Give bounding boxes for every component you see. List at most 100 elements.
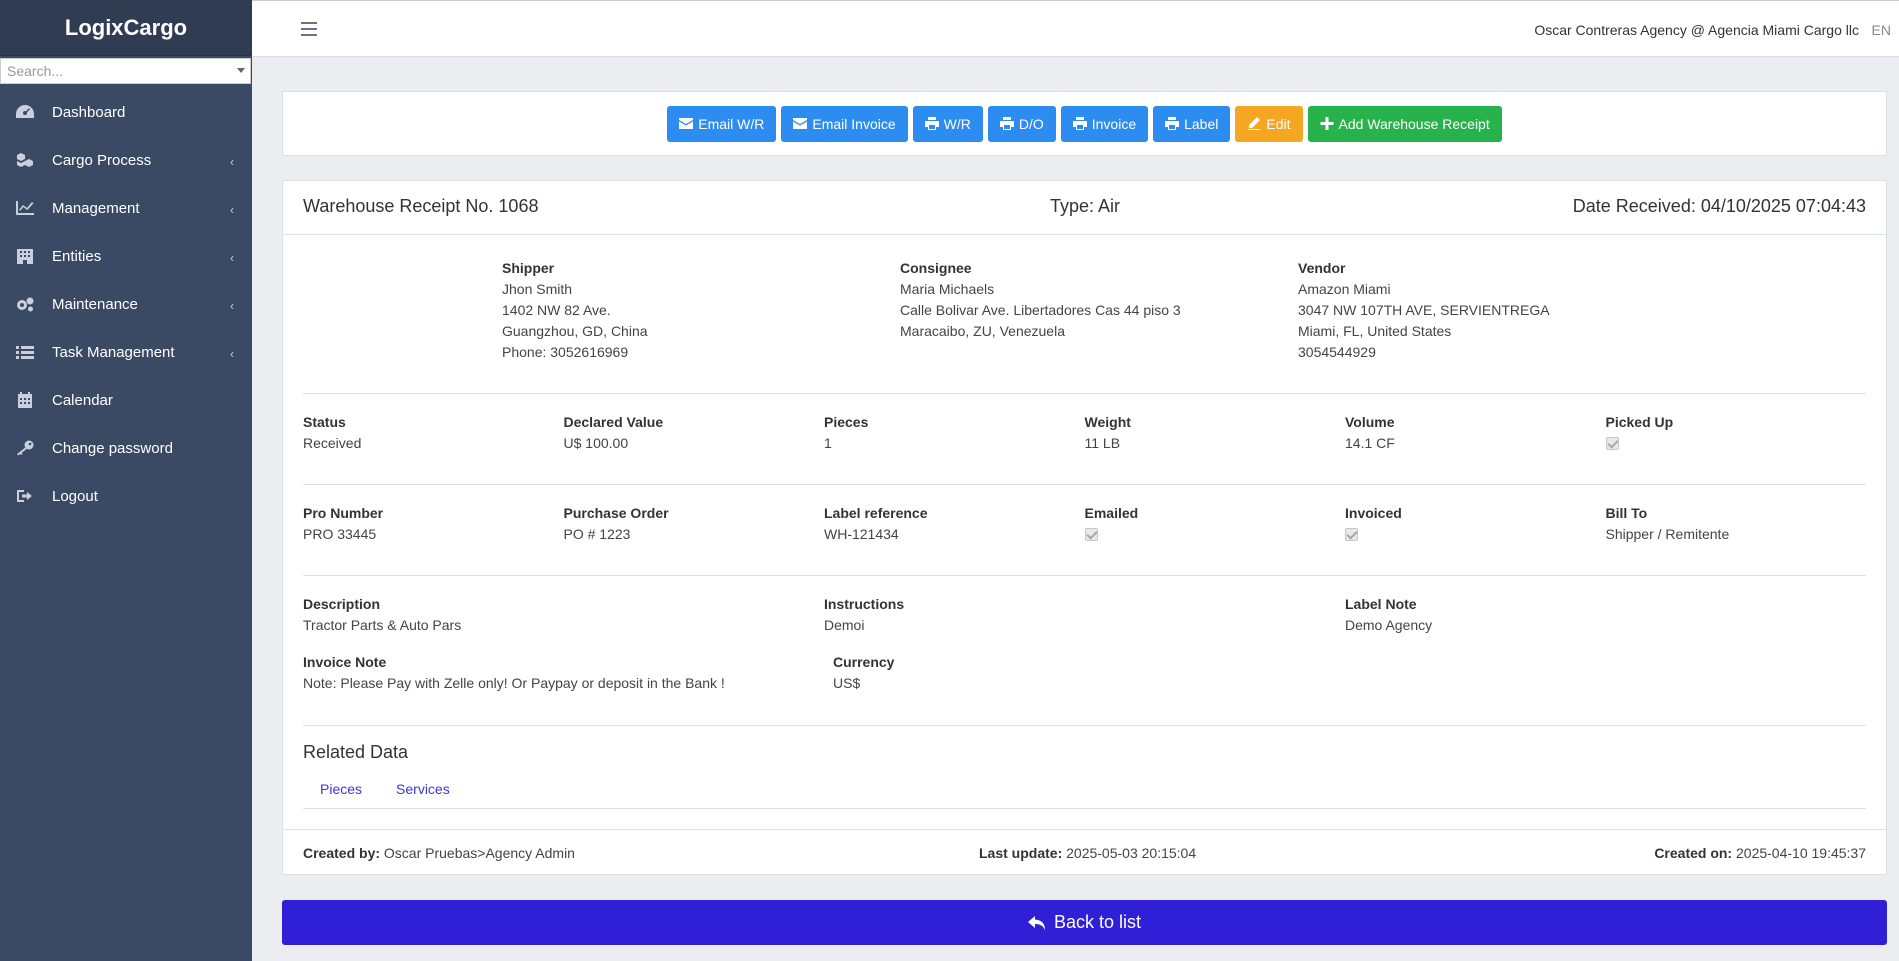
declared-value: U$ 100.00	[563, 435, 629, 451]
print-do-button[interactable]: D/O	[987, 105, 1056, 142]
action-toolbar: Email W/R Email Invoice W/R D/O Invoice …	[282, 91, 1887, 156]
label-note-field: Label Note Demo Agency	[1345, 594, 1866, 636]
related-data-title: Related Data	[303, 742, 409, 762]
invoiced-field: Invoiced	[1345, 503, 1606, 575]
declared-value-label: Declared Value	[563, 414, 664, 430]
emailed-checkbox	[1084, 528, 1098, 541]
bill-to-label: Bill To	[1605, 505, 1648, 521]
sidebar-item-label: Change password	[52, 439, 173, 457]
weight-value: 11 LB	[1084, 435, 1121, 451]
print-icon	[1165, 117, 1180, 130]
brand-logo[interactable]: LogixCargo	[0, 0, 252, 56]
created-on-label: Created on:	[1654, 845, 1733, 861]
consignee-label: Consignee	[900, 260, 972, 276]
chevron-left-icon: ‹	[230, 251, 234, 265]
instructions-label: Instructions	[824, 596, 905, 612]
parties-section: Shipper Jhon Smith 1402 NW 82 Ave. Guang…	[303, 235, 1866, 394]
weight-label: Weight	[1084, 414, 1131, 430]
declared-value-field: Declared Value U$ 100.00	[564, 412, 825, 484]
vendor-city: Miami, FL, United States	[1298, 323, 1452, 339]
add-warehouse-receipt-button[interactable]: Add Warehouse Receipt	[1307, 105, 1502, 142]
edit-button[interactable]: Edit	[1235, 105, 1303, 142]
created-on: Created on: 2025-04-10 19:45:37	[1654, 845, 1866, 861]
sidebar-item-maintenance[interactable]: Maintenance ‹	[0, 280, 252, 328]
notes-section: Description Tractor Parts & Auto Pars In…	[303, 576, 1866, 726]
print-do-label: D/O	[1018, 115, 1044, 132]
sidebar-item-entities[interactable]: Entities ‹	[0, 232, 252, 280]
print-label-button[interactable]: Label	[1153, 105, 1231, 142]
email-invoice-button[interactable]: Email Invoice	[781, 105, 908, 142]
vendor-label: Vendor	[1298, 260, 1346, 276]
status-value: Received	[303, 435, 362, 451]
sidebar-item-change-password[interactable]: Change password	[0, 424, 252, 472]
sidebar: LogixCargo Dashboard Cargo Process ‹ Man…	[0, 0, 252, 961]
pieces-field: Pieces 1	[824, 412, 1085, 484]
related-data-section: Related Data Pieces Services	[303, 726, 1866, 809]
sidebar-search[interactable]	[0, 58, 252, 84]
reference-info-row: Pro Number PRO 33445 Purchase Order PO #…	[303, 485, 1866, 576]
pencil-icon	[1248, 117, 1261, 130]
created-by-value: Oscar Pruebas>Agency Admin	[383, 845, 575, 861]
sidebar-item-cargo-process[interactable]: Cargo Process ‹	[0, 136, 252, 184]
pieces-value: 1	[824, 435, 832, 451]
sidebar-item-logout[interactable]: Logout	[0, 472, 252, 520]
chevron-down-icon[interactable]	[237, 68, 245, 73]
chevron-left-icon: ‹	[230, 347, 234, 361]
emailed-label: Emailed	[1084, 505, 1139, 521]
line-chart-icon	[14, 199, 36, 217]
list-icon	[14, 343, 36, 361]
consignee-city: Maracaibo, ZU, Venezuela	[900, 323, 1065, 339]
sidebar-item-management[interactable]: Management ‹	[0, 184, 252, 232]
envelope-icon	[679, 118, 694, 129]
consignee-block: Consignee Maria Michaels Calle Bolivar A…	[900, 258, 1298, 393]
shipper-label: Shipper	[502, 260, 555, 276]
receipt-type: Type: Air	[1050, 196, 1121, 216]
sidebar-item-label: Maintenance	[52, 295, 138, 313]
building-icon	[14, 247, 36, 265]
related-tabs: Pieces Services	[303, 763, 1866, 809]
chevron-left-icon: ‹	[230, 299, 234, 313]
tab-pieces[interactable]: Pieces	[320, 781, 363, 797]
print-invoice-button[interactable]: Invoice	[1060, 105, 1149, 142]
email-wr-button[interactable]: Email W/R	[667, 105, 777, 142]
picked-up-checkbox	[1605, 437, 1619, 450]
sidebar-item-label: Entities	[52, 247, 102, 265]
sidebar-item-label: Dashboard	[52, 103, 126, 121]
currency-field: Currency US$	[833, 652, 1363, 694]
print-wr-button[interactable]: W/R	[912, 105, 983, 142]
user-agency-label[interactable]: Oscar Contreras Agency @ Agencia Miami C…	[1534, 22, 1859, 38]
dashboard-icon	[14, 103, 36, 121]
sidebar-item-task-management[interactable]: Task Management ‹	[0, 328, 252, 376]
purchase-order-field: Purchase Order PO # 1223	[564, 503, 825, 575]
sidebar-item-dashboard[interactable]: Dashboard	[0, 88, 252, 136]
tab-services[interactable]: Services	[396, 781, 450, 797]
pro-number-value: PRO 33445	[303, 526, 377, 542]
weight-field: Weight 11 LB	[1085, 412, 1346, 484]
created-by-label: Created by:	[303, 845, 381, 861]
back-to-list-button[interactable]: Back to list	[282, 900, 1887, 945]
key-icon	[14, 439, 36, 457]
invoiced-label: Invoiced	[1345, 505, 1402, 521]
last-update-value: 2025-05-03 20:15:04	[1066, 845, 1197, 861]
picked-up-label: Picked Up	[1605, 414, 1674, 430]
menu-toggle-icon[interactable]	[301, 22, 317, 36]
bill-to-value: Shipper / Remitente	[1605, 526, 1730, 542]
receipt-date: Date Received: 04/10/2025 07:04:43	[1572, 196, 1866, 216]
volume-value: 14.1 CF	[1345, 435, 1395, 451]
search-input[interactable]	[0, 58, 251, 84]
sidebar-item-calendar[interactable]: Calendar	[0, 376, 252, 424]
vendor-address: 3047 NW 107TH AVE, SERVIENTREGA	[1298, 302, 1550, 318]
cubes-icon	[14, 151, 36, 169]
pieces-label: Pieces	[824, 414, 869, 430]
shipper-phone: Phone: 3052616969	[502, 344, 629, 360]
label-note-value: Demo Agency	[1345, 617, 1433, 633]
language-selector[interactable]: EN	[1871, 22, 1891, 38]
invoice-note-field: Invoice Note Note: Please Pay with Zelle…	[303, 652, 833, 694]
label-reference-label: Label reference	[824, 505, 928, 521]
volume-label: Volume	[1345, 414, 1395, 430]
vendor-name: Amazon Miami	[1298, 281, 1391, 297]
last-update: Last update: 2025-05-03 20:15:04	[979, 845, 1196, 861]
pro-number-field: Pro Number PRO 33445	[303, 503, 564, 575]
envelope-icon	[793, 118, 808, 129]
currency-value: US$	[833, 675, 861, 691]
